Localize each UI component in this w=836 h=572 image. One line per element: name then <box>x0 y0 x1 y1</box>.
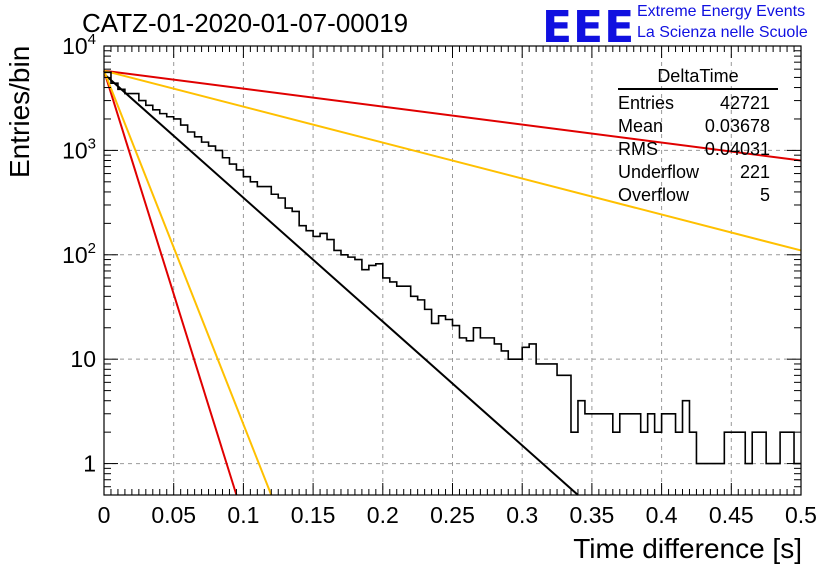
x-tick-label: 0.35 <box>570 502 615 528</box>
stats-row: Underflow 221 <box>612 161 778 184</box>
x-tick-label: 0.15 <box>291 502 336 528</box>
stats-value: 0.04031 <box>704 139 770 159</box>
chart-title: CATZ-01-2020-01-07-00019 <box>82 8 409 38</box>
stats-value: 5 <box>759 185 770 205</box>
stats-label: Overflow <box>618 185 690 205</box>
stats-value: 0.03678 <box>704 116 770 136</box>
y-tick-label: 104 <box>62 31 96 59</box>
y-tick-label: 102 <box>62 240 96 268</box>
y-tick-label: 1 <box>83 451 96 477</box>
logo-line-2: La Scienza nelle Scuole <box>637 24 808 41</box>
stats-label: RMS <box>618 139 658 159</box>
stats-label: Entries <box>618 93 675 113</box>
stats-row: RMS 0.04031 <box>612 138 778 161</box>
x-tick-label: 0.4 <box>646 502 678 528</box>
stats-value: 42721 <box>719 93 770 113</box>
x-tick-label: 0.3 <box>506 502 538 528</box>
stats-row: Mean 0.03678 <box>612 115 778 138</box>
fit-line <box>103 69 802 252</box>
x-axis-label: Time difference [s] <box>573 533 802 564</box>
x-tick-label: 0.05 <box>151 502 196 528</box>
fit-line <box>103 69 802 162</box>
fit-line <box>103 70 273 496</box>
stats-label: Underflow <box>618 162 700 182</box>
stats-title: DeltaTime <box>618 66 778 90</box>
fit-line <box>103 70 238 496</box>
y-tick-label: 103 <box>62 135 96 163</box>
y-tick-label: 10 <box>70 346 96 372</box>
x-tick-label: 0.1 <box>227 502 259 528</box>
x-tick-label: 0.25 <box>430 502 475 528</box>
x-tick-label: 0 <box>98 502 111 528</box>
x-tick-label: 0.2 <box>367 502 399 528</box>
eee-logo: EEE <box>542 2 636 53</box>
y-axis-label: Entries/bin <box>4 45 35 178</box>
histogram-series <box>104 71 801 465</box>
stats-box: DeltaTime Entries 42721 Mean 0.03678 RMS… <box>612 66 778 207</box>
stats-row: Entries 42721 <box>612 92 778 115</box>
stats-value: 221 <box>739 162 770 182</box>
x-tick-label: 0.45 <box>709 502 754 528</box>
x-tick-label: 0.5 <box>785 502 817 528</box>
stats-row: Overflow 5 <box>612 184 778 207</box>
logo-line-1: Extreme Energy Events <box>637 3 806 20</box>
fit-line <box>103 73 579 496</box>
stats-label: Mean <box>618 116 664 136</box>
